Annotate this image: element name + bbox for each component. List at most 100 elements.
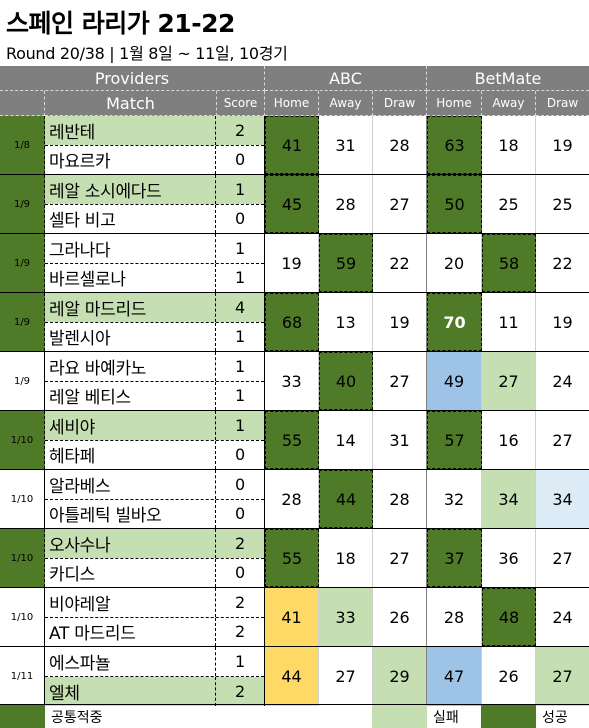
abc-away-odd: 59 <box>319 234 373 292</box>
match-row: 1/9 레알 소시에다드 1 셀타 비고 0 45 28 27 50 25 25 <box>0 175 589 234</box>
abc-home-odd: 41 <box>265 116 319 174</box>
betmate-away-odd: 18 <box>482 116 536 174</box>
away-team-score: 1 <box>235 268 246 288</box>
header-row-columns: Match Score Home Away Draw Home Away Dra… <box>0 91 589 116</box>
away-team-score: 2 <box>235 622 246 642</box>
away-team-row: 카디스 0 <box>45 557 264 587</box>
match-teams: 세비야 1 헤타페 0 <box>45 411 265 469</box>
match-row: 1/9 레알 마드리드 4 발렌시아 1 68 13 19 70 11 19 <box>0 293 589 352</box>
match-teams: 알라베스 0 아틀레틱 빌바오 0 <box>45 470 265 528</box>
match-teams: 그라나다 1 바르셀로나 1 <box>45 234 265 292</box>
abc-home-odd: 28 <box>265 470 319 528</box>
abc-home-odd: 55 <box>265 411 319 469</box>
abc-draw-odd: 28 <box>373 470 427 528</box>
home-team-score: 0 <box>235 474 246 494</box>
home-team-name: 에스파뇰 <box>45 647 217 676</box>
home-team-row: 세비야 1 <box>45 411 264 440</box>
header-betmate-home: Home <box>427 91 482 116</box>
away-team-name: 아틀레틱 빌바오 <box>45 499 217 528</box>
match-date: 1/10 <box>0 411 45 469</box>
betmate-away-odd: 25 <box>482 175 536 233</box>
abc-home-odd: 45 <box>265 175 319 233</box>
betmate-draw-odd: 27 <box>536 647 589 706</box>
away-team-row: 아틀레틱 빌바오 0 <box>45 498 264 528</box>
legend-label-fail: 실패 <box>433 709 459 726</box>
betmate-away-odd: 58 <box>482 234 536 292</box>
abc-away-odd: 13 <box>319 293 373 351</box>
home-team-score: 2 <box>235 592 246 612</box>
away-team-row: 헤타페 0 <box>45 439 264 469</box>
away-team-score: 0 <box>235 209 246 229</box>
away-team-score: 2 <box>216 677 264 706</box>
away-team-row: 셀타 비고 0 <box>45 203 264 233</box>
header-match: Match <box>45 91 217 116</box>
betmate-home-odd: 49 <box>427 352 482 410</box>
home-team-name: 그라나다 <box>45 234 217 263</box>
header-abc-away: Away <box>319 91 373 116</box>
header-betmate-draw: Draw <box>536 91 589 116</box>
home-team-row: 레반테 2 <box>45 116 264 145</box>
betmate-home-odd: 28 <box>427 588 482 646</box>
betmate-away-odd: 11 <box>482 293 536 351</box>
betmate-draw-odd: 25 <box>552 194 573 214</box>
away-team-score: 0 <box>235 150 246 170</box>
home-team-name: 비야레알 <box>45 588 217 617</box>
abc-draw-odd: 27 <box>373 352 427 410</box>
betmate-draw-odd: 27 <box>552 548 573 568</box>
page-subtitle: Round 20/38 | 1월 8일 ~ 11일, 10경기 <box>6 44 288 63</box>
match-row: 1/10 알라베스 0 아틀레틱 빌바오 0 28 44 28 32 34 34 <box>0 470 589 529</box>
abc-draw-odd: 27 <box>373 529 427 587</box>
away-team-name: 헤타페 <box>45 440 217 469</box>
header-betmate: BetMate <box>427 66 589 91</box>
abc-away-odd: 44 <box>319 470 373 528</box>
home-team-score: 1 <box>235 238 246 258</box>
home-team-name: 알라베스 <box>45 470 217 499</box>
betmate-draw-odd: 19 <box>552 135 573 155</box>
betmate-away-odd: 26 <box>482 647 536 706</box>
match-teams: 비야레알 2 AT 마드리드 2 <box>45 588 265 646</box>
match-date: 1/10 <box>0 588 45 646</box>
betmate-home-odd: 20 <box>427 234 482 292</box>
match-teams: 레반테 2 마요르카 0 <box>45 116 265 174</box>
abc-away-odd: 33 <box>319 588 373 646</box>
page-title: 스페인 라리가 21-22 <box>6 9 235 38</box>
abc-away-odd: 14 <box>319 411 373 469</box>
match-row: 1/11 에스파뇰 1 엘체 2 44 27 29 47 26 27 <box>0 647 589 706</box>
betmate-away-odd: 27 <box>482 352 536 410</box>
away-team-name: 마요르카 <box>45 145 217 174</box>
abc-draw-odd: 28 <box>373 116 427 174</box>
abc-away-odd: 31 <box>319 116 373 174</box>
legend-swatch-success <box>481 705 536 728</box>
abc-draw-odd: 22 <box>373 234 427 292</box>
home-team-row: 그라나다 1 <box>45 234 264 263</box>
home-team-row: 레알 소시에다드 1 <box>45 175 264 204</box>
abc-home-odd: 41 <box>265 588 319 646</box>
home-team-row: 에스파뇰 1 <box>45 647 264 676</box>
betmate-draw-odd: 22 <box>552 253 573 273</box>
match-date: 1/9 <box>0 293 45 351</box>
match-teams: 레알 소시에다드 1 셀타 비고 0 <box>45 175 265 233</box>
betmate-home-odd: 37 <box>427 529 482 587</box>
header-betmate-away: Away <box>482 91 536 116</box>
header-date-blank <box>0 91 45 116</box>
match-row: 1/9 라요 바예카노 1 레알 베티스 1 33 40 27 49 27 24 <box>0 352 589 411</box>
home-team-score: 4 <box>216 293 264 322</box>
home-team-score: 1 <box>216 175 264 204</box>
away-team-score: 0 <box>235 445 246 465</box>
betmate-home-odd: 47 <box>427 647 482 706</box>
betmate-away-odd: 34 <box>482 470 536 528</box>
legend-swatch-fail <box>372 705 427 728</box>
home-team-score: 2 <box>216 529 264 558</box>
betmate-home-odd: 70 <box>427 293 482 351</box>
match-date: 1/10 <box>0 529 45 587</box>
match-date: 1/9 <box>0 352 45 410</box>
match-date: 1/9 <box>0 175 45 233</box>
abc-home-odd: 44 <box>265 647 319 706</box>
match-row: 1/10 비야레알 2 AT 마드리드 2 41 33 26 28 48 24 <box>0 588 589 647</box>
abc-away-odd: 40 <box>319 352 373 410</box>
betmate-away-odd: 48 <box>482 588 536 646</box>
header-score: Score <box>217 91 265 116</box>
away-team-name: 셀타 비고 <box>45 204 217 233</box>
betmate-home-odd: 32 <box>427 470 482 528</box>
header-row-providers: Providers ABC BetMate <box>0 66 589 91</box>
